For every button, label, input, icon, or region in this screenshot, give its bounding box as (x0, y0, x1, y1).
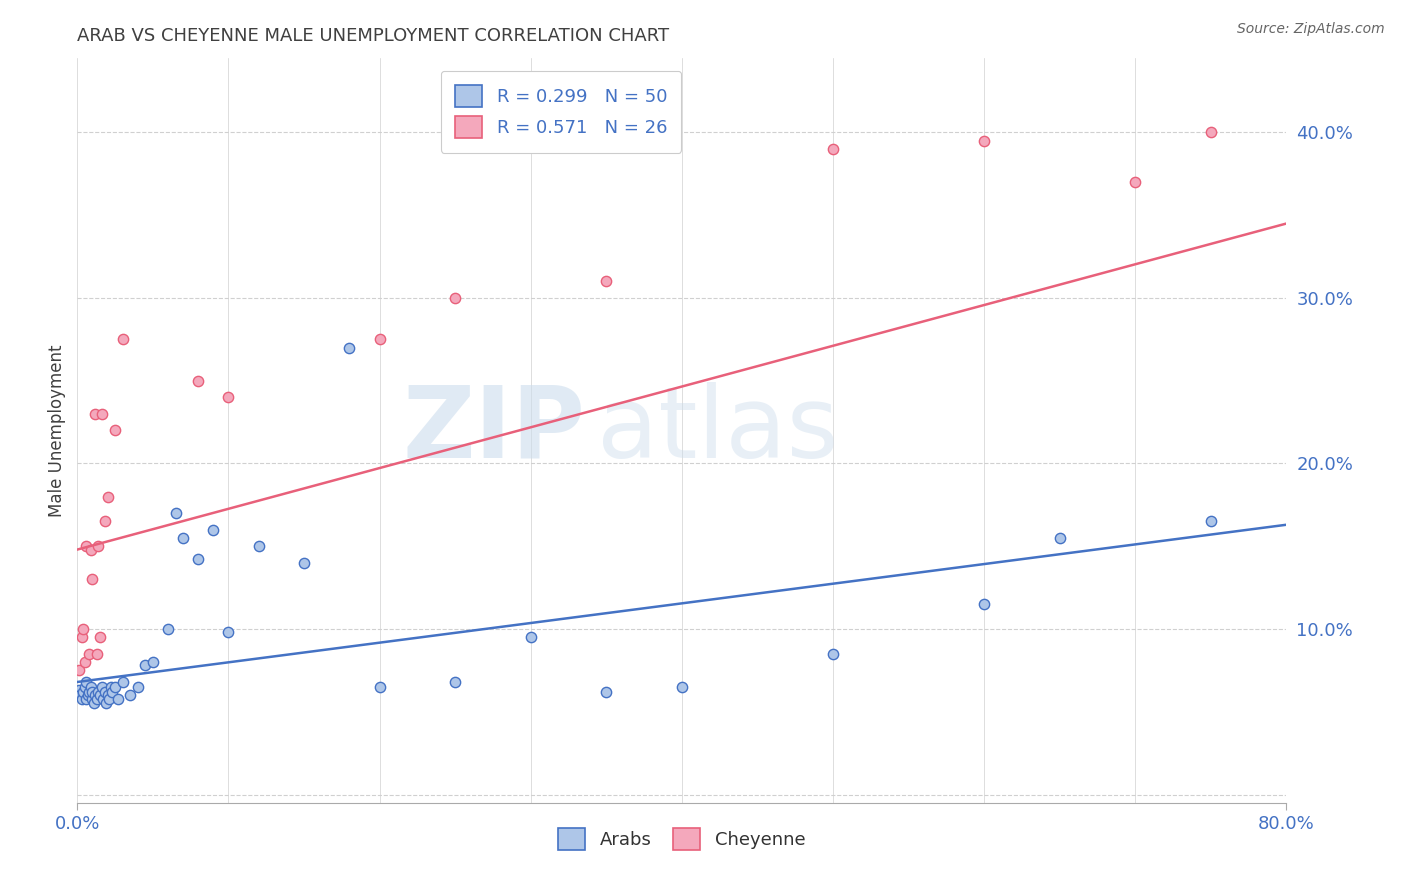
Point (94, 697, 117, 711)
Point (86, 647, 108, 661)
Y-axis label: Male Unemployment: Male Unemployment (48, 344, 66, 516)
Point (82, 573, 104, 587)
Point (80, 680, 103, 694)
Point (96, 490, 118, 504)
Point (595, 274, 617, 288)
Point (83, 697, 105, 711)
Point (520, 630, 543, 644)
Point (187, 374, 209, 388)
Point (87, 539, 110, 553)
Point (202, 523, 225, 537)
Point (77, 688, 100, 702)
Point (595, 685, 617, 699)
Point (70, 630, 93, 644)
Point (165, 506, 187, 520)
Point (111, 675, 134, 690)
Text: ZIP: ZIP (402, 382, 585, 479)
Point (93, 685, 115, 699)
Point (86, 691, 108, 706)
Point (82, 685, 104, 699)
Point (104, 680, 127, 694)
Point (101, 685, 124, 699)
Point (67, 683, 90, 698)
Point (127, 680, 149, 694)
Point (444, 291, 467, 305)
Point (87, 685, 110, 699)
Point (70, 691, 93, 706)
Point (142, 655, 165, 669)
Point (1123, 175, 1146, 189)
Point (72, 622, 94, 636)
Point (1199, 125, 1222, 139)
Point (134, 658, 156, 673)
Point (821, 647, 844, 661)
Point (247, 539, 270, 553)
Point (107, 691, 129, 706)
Point (292, 556, 315, 570)
Point (91, 691, 114, 706)
Point (444, 675, 467, 690)
Point (111, 332, 134, 346)
Point (89, 688, 111, 702)
Point (67, 664, 90, 678)
Point (96, 688, 118, 702)
Point (368, 680, 391, 694)
Point (84, 688, 107, 702)
Point (157, 622, 180, 636)
Point (89, 630, 111, 644)
Point (671, 680, 693, 694)
Point (973, 597, 995, 611)
Point (368, 332, 391, 346)
Point (172, 531, 194, 545)
Point (187, 552, 209, 566)
Point (821, 142, 844, 156)
Point (973, 134, 995, 148)
Point (72, 685, 94, 699)
Point (98, 691, 121, 706)
Point (90, 407, 112, 421)
Point (82, 691, 104, 706)
Point (120, 688, 142, 702)
Point (69, 688, 91, 702)
Point (1049, 531, 1071, 545)
Point (84, 407, 107, 421)
Point (75, 675, 97, 690)
Text: ARAB VS CHEYENNE MALE UNEMPLOYMENT CORRELATION CHART: ARAB VS CHEYENNE MALE UNEMPLOYMENT CORRE… (77, 28, 669, 45)
Point (218, 625, 240, 640)
Text: Source: ZipAtlas.com: Source: ZipAtlas.com (1237, 22, 1385, 37)
Point (73, 680, 96, 694)
Point (104, 423, 127, 437)
Text: atlas: atlas (598, 382, 839, 479)
Point (73, 655, 96, 669)
Point (93, 515, 115, 529)
Point (218, 390, 240, 404)
Point (90, 680, 112, 694)
Point (80, 542, 103, 557)
Point (75, 691, 97, 706)
Point (100, 680, 122, 694)
Legend: Arabs, Cheyenne: Arabs, Cheyenne (551, 821, 813, 857)
Point (79, 685, 101, 699)
Point (79, 647, 101, 661)
Point (337, 341, 360, 355)
Point (1199, 515, 1222, 529)
Point (75, 539, 97, 553)
